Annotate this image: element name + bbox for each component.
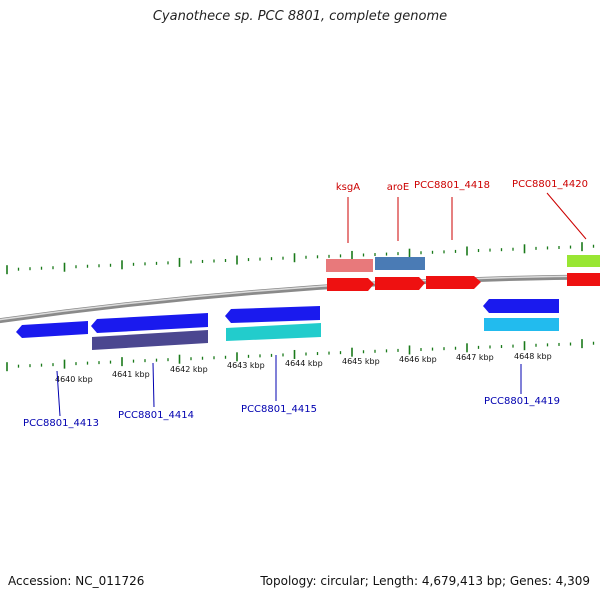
forward-label-leaders <box>347 192 587 243</box>
cds-arrow[interactable] <box>16 321 88 338</box>
gene-feature-aroE[interactable] <box>375 257 425 270</box>
cds-arrow[interactable] <box>426 276 481 289</box>
gene-feature-ksgA[interactable] <box>326 259 373 272</box>
gene-label[interactable]: PCC8801_4420 <box>512 179 588 190</box>
reverse-strand-genes <box>16 299 559 350</box>
gene-feature-PCC8801_4415[interactable] <box>226 323 321 341</box>
kbp-label: 4646 kbp <box>399 355 437 364</box>
gene-label[interactable]: PCC8801_4418 <box>414 180 490 191</box>
leader-line <box>152 362 155 408</box>
gene-label[interactable]: PCC8801_4413 <box>23 418 99 429</box>
kbp-label: 4640 kbp <box>55 375 93 384</box>
cds-arrow[interactable] <box>225 306 320 323</box>
cds-arrow[interactable] <box>327 278 374 291</box>
gene-feature-PCC8801_4414[interactable] <box>92 330 208 350</box>
cds-arrow[interactable] <box>91 313 208 333</box>
genome-backbone-highlight <box>0 275 600 321</box>
forward-strand-genes <box>326 255 600 291</box>
cds-arrow[interactable] <box>375 277 425 290</box>
cds-feature[interactable] <box>567 273 600 286</box>
kbp-label: 4644 kbp <box>285 359 323 368</box>
kbp-label: 4643 kbp <box>227 361 265 370</box>
reverse-gene-labels: PCC8801_4413 PCC8801_4414 PCC8801_4415 P… <box>23 396 560 429</box>
genome-stats-text: Topology: circular; Length: 4,679,413 bp… <box>260 574 590 588</box>
kbp-label: 4641 kbp <box>112 370 150 379</box>
gene-feature-PCC8801_4419[interactable] <box>484 318 559 331</box>
kbp-label: 4648 kbp <box>514 352 552 361</box>
leader-line <box>546 192 587 240</box>
gene-label[interactable]: aroE <box>387 182 409 193</box>
leader-line <box>56 370 61 417</box>
kbp-label: 4647 kbp <box>456 353 494 362</box>
gene-label[interactable]: PCC8801_4415 <box>241 404 317 415</box>
accession-text: Accession: NC_011726 <box>8 574 145 588</box>
reverse-label-leaders <box>56 355 522 417</box>
kbp-label: 4645 kbp <box>342 357 380 366</box>
forward-tick-row <box>6 242 595 275</box>
gene-feature-PCC8801_4420[interactable] <box>567 255 600 267</box>
gene-label[interactable]: ksgA <box>336 182 360 193</box>
forward-gene-labels: ksgA aroE PCC8801_4418 PCC8801_4420 <box>336 179 588 193</box>
genome-title: Cyanothece sp. PCC 8801, complete genome <box>152 9 448 24</box>
kbp-label: 4642 kbp <box>170 365 208 374</box>
cds-arrow[interactable] <box>483 299 559 313</box>
gene-label[interactable]: PCC8801_4419 <box>484 396 560 407</box>
reverse-tick-row <box>6 339 595 372</box>
kbp-scale-labels: 4640 kbp 4641 kbp 4642 kbp 4643 kbp 4644… <box>55 352 552 384</box>
genome-backbone <box>0 274 600 324</box>
gene-label[interactable]: PCC8801_4414 <box>118 410 194 421</box>
